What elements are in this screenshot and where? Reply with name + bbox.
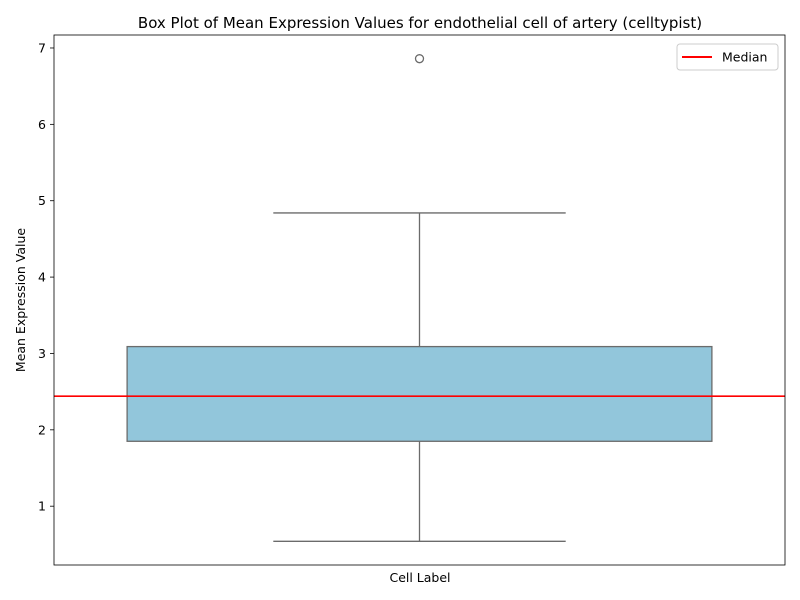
box-group <box>126 54 713 542</box>
y-tick-label: 2 <box>38 422 46 437</box>
axes-frame <box>53 34 786 566</box>
y-tick-label: 3 <box>38 346 46 361</box>
legend-median-label: Median <box>722 50 767 65</box>
outlier-point <box>414 54 425 64</box>
y-tick-label: 7 <box>38 40 46 55</box>
legend-frame <box>676 43 779 71</box>
plot-area <box>54 54 785 542</box>
x-axis-label: Cell Label <box>389 570 450 585</box>
y-tick-label: 4 <box>38 270 46 285</box>
legend: Median <box>676 43 779 71</box>
y-tick-label: 5 <box>38 193 46 208</box>
y-axis-label: Mean Expression Value <box>13 228 28 372</box>
y-tick-label: 6 <box>38 117 46 132</box>
chart-title: Box Plot of Mean Expression Values for e… <box>138 14 702 32</box>
y-axis: 1 2 3 4 5 6 7 <box>38 40 54 514</box>
iqr-box <box>126 345 713 442</box>
y-tick-label: 1 <box>38 499 46 514</box>
